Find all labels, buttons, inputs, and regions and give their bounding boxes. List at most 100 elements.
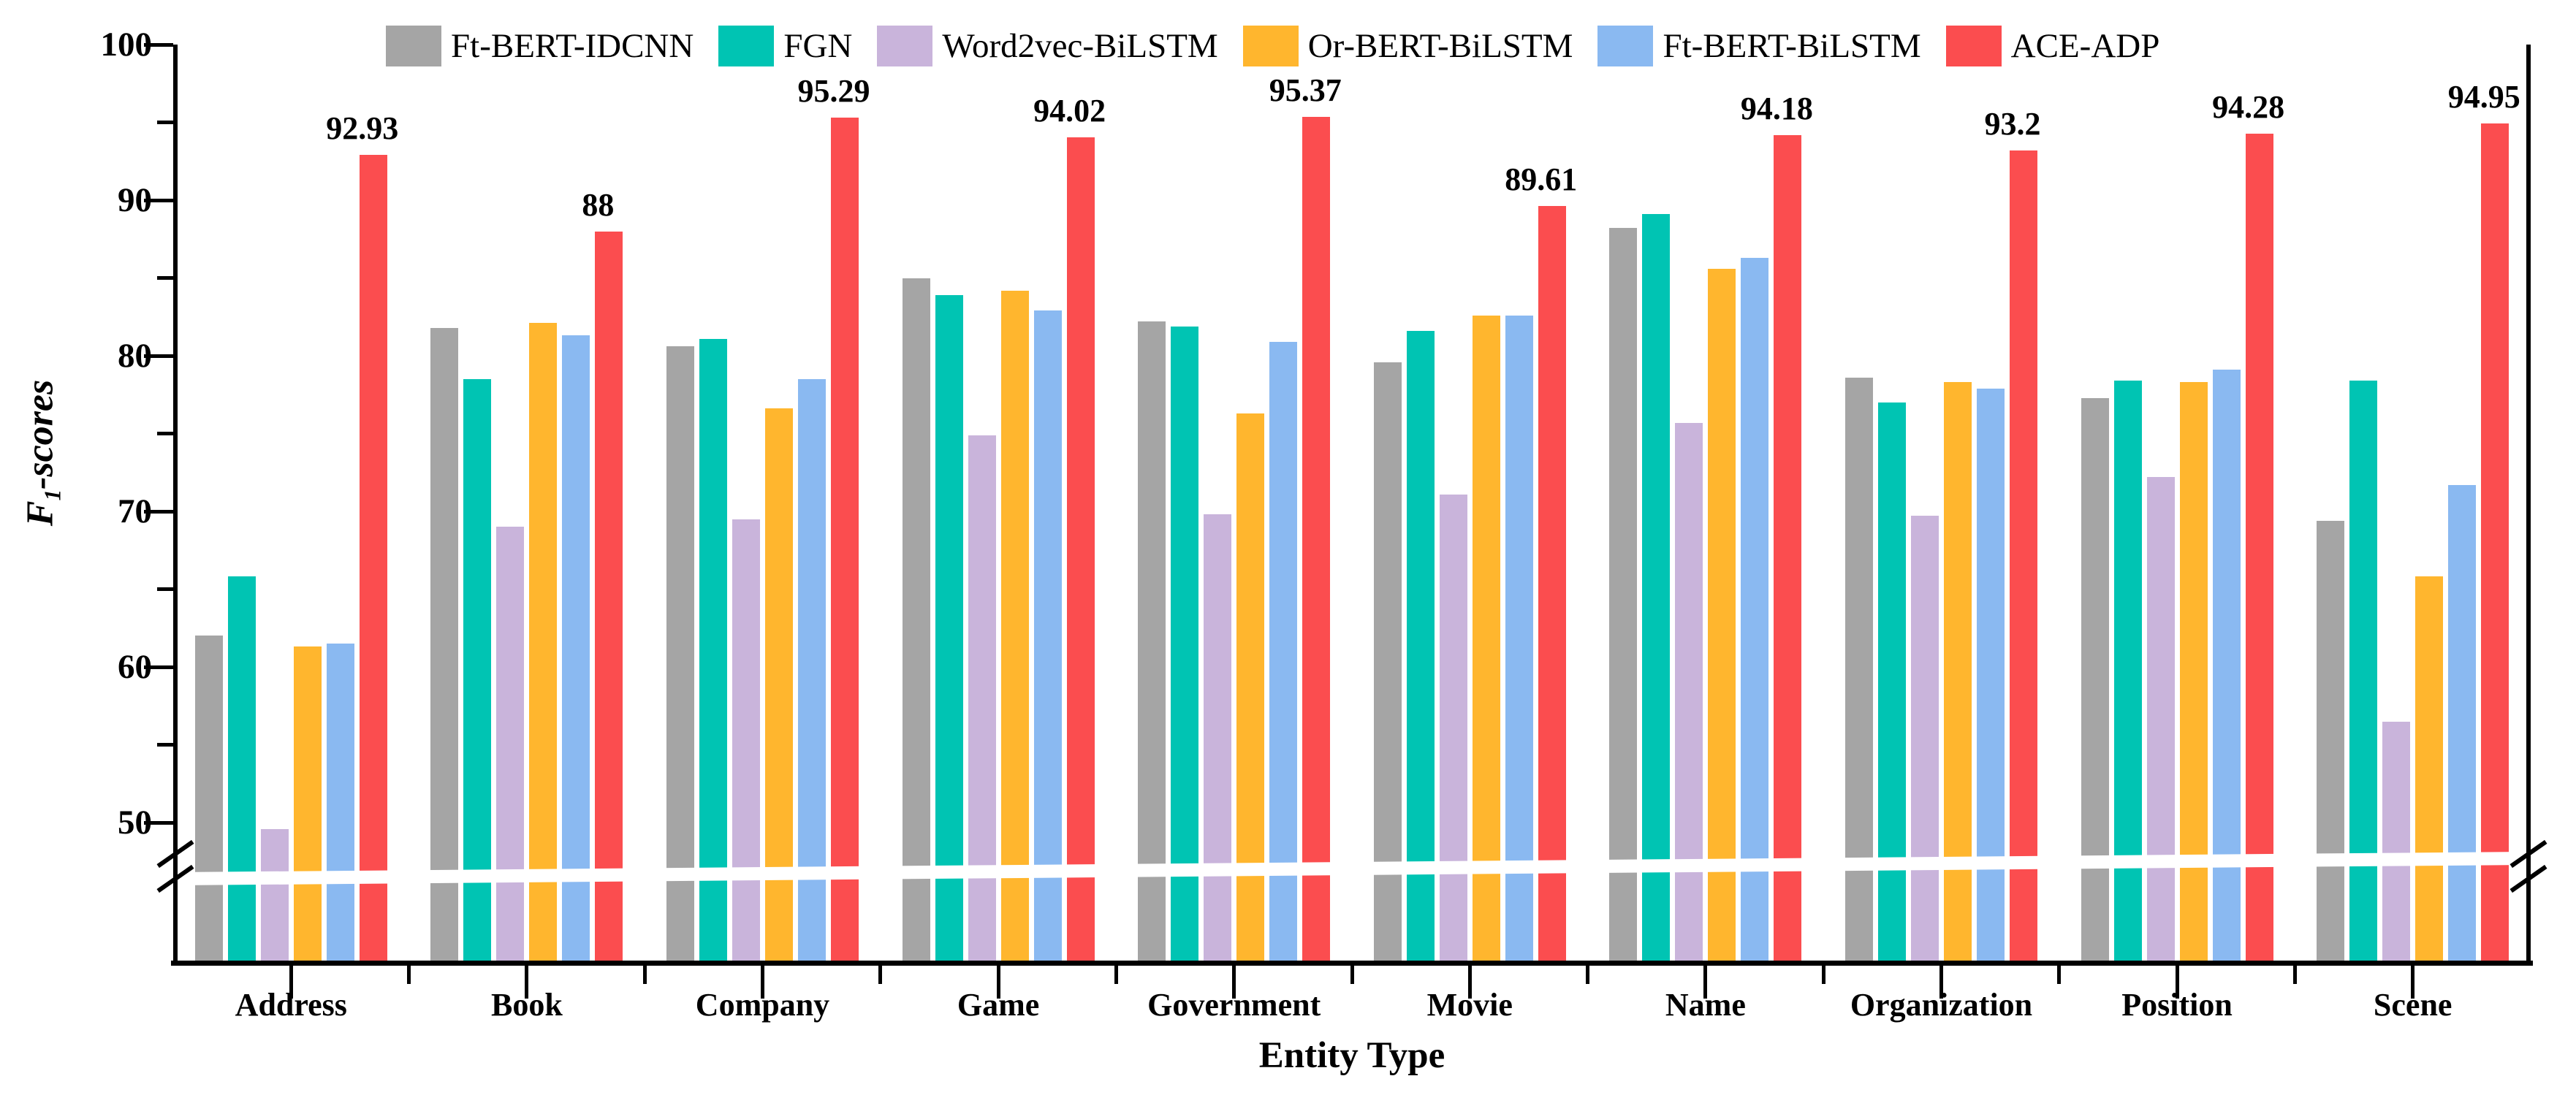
- x-minor-tick: [878, 966, 883, 984]
- y-axis-right-spine: [2526, 45, 2531, 966]
- bar-Ft-BERT-IDCNN-Government: [1138, 321, 1166, 961]
- bar-Or-BERT-BiLSTM-Government: [1236, 413, 1265, 961]
- bar-Word2vec-BiLSTM-Position: [2146, 477, 2175, 961]
- x-major-tick: [1467, 966, 1472, 999]
- bar-Ft-BERT-IDCNN-Movie: [1373, 362, 1402, 961]
- legend-item-Ft-BERT-BiLSTM: Ft-BERT-BiLSTM: [1597, 26, 1921, 66]
- bar-Ft-BERT-BiLSTM-Company: [798, 378, 826, 961]
- bar-value-label-Company: 95.29: [797, 73, 870, 110]
- x-major-tick: [996, 966, 1000, 999]
- bar-value-label-Organization: 93.2: [1984, 105, 2041, 142]
- y-major-tick: [144, 42, 173, 47]
- bar-ACE-ADP-Game: [1066, 137, 1095, 961]
- bar-Word2vec-BiLSTM-Book: [496, 527, 525, 961]
- x-minor-tick: [2292, 966, 2297, 984]
- legend-item-Or-BERT-BiLSTM: Or-BERT-BiLSTM: [1242, 26, 1573, 66]
- x-minor-tick: [407, 966, 411, 984]
- y-major-tick: [144, 665, 173, 669]
- bar-Word2vec-BiLSTM-Name: [1675, 422, 1703, 961]
- bar-ACE-ADP-Company: [831, 118, 859, 961]
- bar-Ft-BERT-BiLSTM-Government: [1269, 341, 1298, 961]
- bar-Ft-BERT-IDCNN-Book: [430, 327, 459, 961]
- x-minor-tick: [1586, 966, 1590, 984]
- bar-Ft-BERT-IDCNN-Game: [902, 278, 930, 961]
- bar-value-label-Government: 95.37: [1269, 72, 1342, 108]
- legend-swatch-icon: [718, 26, 775, 66]
- legend-label: ACE-ADP: [2010, 27, 2160, 65]
- bar-Word2vec-BiLSTM-Movie: [1439, 494, 1467, 961]
- y-major-tick: [144, 354, 173, 358]
- y-tick-label-50: 50: [118, 804, 152, 842]
- bar-value-label-Movie: 89.61: [1505, 161, 1578, 198]
- y-major-tick: [144, 820, 173, 825]
- x-major-tick: [289, 966, 293, 999]
- legend-swatch-icon: [1597, 26, 1654, 66]
- bar-Ft-BERT-BiLSTM-Movie: [1505, 315, 1533, 961]
- bar-FGN-Book: [463, 378, 492, 961]
- bar-Ft-BERT-IDCNN-Company: [666, 346, 694, 961]
- y-minor-tick: [157, 276, 173, 280]
- legend-label: Word2vec-BiLSTM: [942, 27, 1218, 65]
- bar-Or-BERT-BiLSTM-Address: [293, 646, 322, 961]
- bar-Ft-BERT-BiLSTM-Organization: [1977, 388, 2005, 961]
- x-major-tick: [2175, 966, 2179, 999]
- bar-FGN-Government: [1171, 326, 1199, 961]
- legend-label: Or-BERT-BiLSTM: [1307, 27, 1573, 65]
- bar-FGN-Company: [699, 338, 727, 961]
- bar-FGN-Scene: [2349, 381, 2378, 961]
- x-axis-title: Entity Type: [1258, 1035, 1445, 1076]
- y-tick-label-100: 100: [100, 26, 153, 64]
- x-major-tick: [1703, 966, 1708, 999]
- bar-Ft-BERT-IDCNN-Name: [1609, 228, 1638, 961]
- y-axis-title-sub: 1: [39, 489, 66, 501]
- bar-Or-BERT-BiLSTM-Scene: [2415, 576, 2444, 961]
- x-major-tick: [525, 966, 529, 999]
- bar-Word2vec-BiLSTM-Organization: [1911, 516, 1939, 961]
- bar-Ft-BERT-IDCNN-Address: [194, 636, 223, 961]
- bar-Ft-BERT-BiLSTM-Scene: [2448, 484, 2477, 961]
- y-tick-label-60: 60: [118, 648, 152, 686]
- y-axis-title-rest: -scores: [19, 379, 61, 489]
- y-major-tick: [144, 198, 173, 202]
- bar-Word2vec-BiLSTM-Company: [732, 519, 760, 961]
- bar-Ft-BERT-BiLSTM-Position: [2212, 370, 2241, 961]
- bar-Word2vec-BiLSTM-Game: [968, 435, 996, 961]
- x-minor-tick: [642, 966, 647, 984]
- bar-Word2vec-BiLSTM-Address: [260, 828, 289, 961]
- bar-ACE-ADP-Government: [1302, 116, 1331, 961]
- bar-Ft-BERT-BiLSTM-Address: [326, 644, 354, 961]
- x-major-tick: [761, 966, 764, 999]
- y-axis-title-main: F: [19, 500, 61, 527]
- bar-Ft-BERT-BiLSTM-Name: [1741, 257, 1769, 961]
- axis-break-band: [170, 851, 2534, 886]
- bar-Or-BERT-BiLSTM-Book: [529, 323, 558, 961]
- legend-item-Word2vec-BiLSTM: Word2vec-BiLSTM: [877, 26, 1218, 66]
- x-major-tick: [1232, 966, 1236, 999]
- y-tick-label-90: 90: [118, 181, 152, 219]
- bar-value-label-Position: 94.28: [2212, 88, 2285, 125]
- legend-item-ACE-ADP: ACE-ADP: [1945, 26, 2160, 66]
- y-tick-label-70: 70: [118, 492, 152, 530]
- bar-FGN-Game: [935, 294, 963, 961]
- bar-Ft-BERT-IDCNN-Organization: [1845, 377, 1873, 961]
- bar-ACE-ADP-Scene: [2481, 123, 2509, 961]
- legend-swatch-icon: [386, 26, 441, 66]
- y-minor-tick: [157, 587, 173, 591]
- bar-Or-BERT-BiLSTM-Position: [2179, 382, 2208, 961]
- bar-Ft-BERT-IDCNN-Position: [2081, 397, 2109, 961]
- legend: Ft-BERT-IDCNN FGN Word2vec-BiLSTM Or-BERT-B…: [386, 23, 2184, 69]
- x-minor-tick: [1114, 966, 1118, 984]
- bar-FGN-Movie: [1406, 330, 1435, 961]
- y-tick-label-80: 80: [118, 337, 152, 375]
- x-minor-tick: [2057, 966, 2062, 984]
- y-major-tick: [144, 509, 173, 514]
- bar-ACE-ADP-Address: [359, 154, 387, 961]
- y-axis-title: F1-scores: [18, 380, 66, 526]
- bar-FGN-Address: [227, 576, 256, 961]
- bar-FGN-Position: [2113, 381, 2142, 961]
- bar-value-label-Name: 94.18: [1740, 90, 1813, 126]
- x-axis-spine: [171, 961, 2533, 966]
- bar-Ft-BERT-BiLSTM-Game: [1033, 310, 1062, 961]
- y-axis-left-spine: [173, 45, 178, 966]
